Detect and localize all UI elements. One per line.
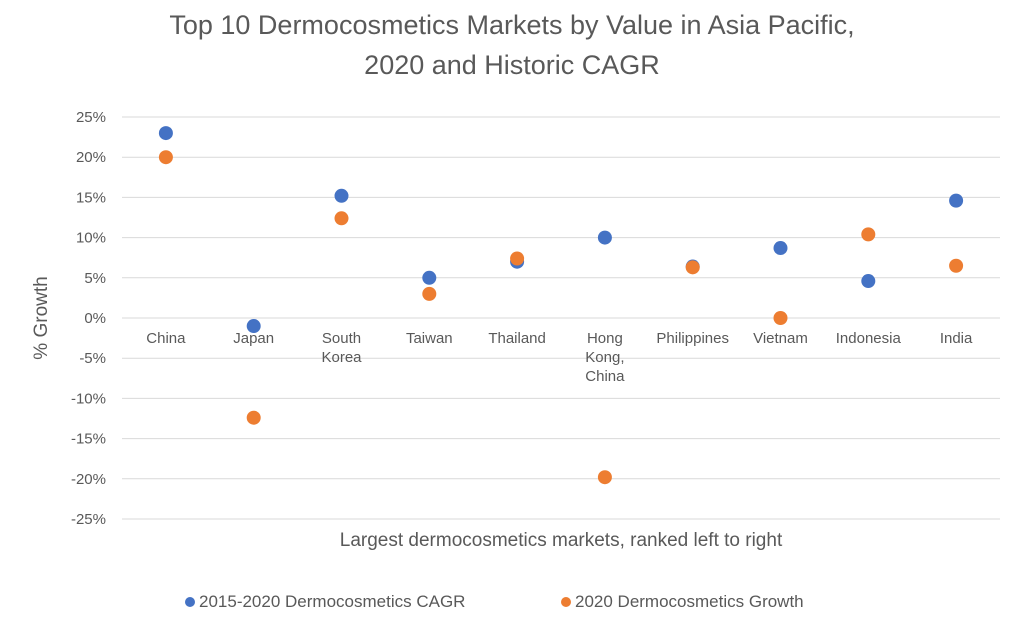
- x-category-label: India: [940, 330, 973, 347]
- chart-subtitle: 2020 and Historic CAGR: [364, 50, 660, 80]
- y-tick-label: 15%: [76, 189, 106, 206]
- x-category-label: China: [146, 330, 186, 347]
- cagr-point: [422, 270, 437, 285]
- x-category-label: Hong Kong, China: [585, 330, 625, 385]
- data-points: [158, 126, 964, 485]
- growth-point: [861, 227, 876, 242]
- cagr-point: [773, 241, 788, 256]
- growth-point: [597, 470, 612, 485]
- growth-point: [949, 258, 964, 273]
- x-axis-categories: China Japan South Korea Taiwan Thailand Hong Ko…: [146, 330, 973, 385]
- cagr-point: [246, 319, 261, 334]
- legend-marker-cagr: [185, 597, 195, 607]
- growth-point: [246, 410, 261, 425]
- x-category-label: Thailand: [488, 330, 546, 347]
- y-tick-label: 25%: [76, 109, 106, 126]
- legend: 2015-2020 Dermocosmetics CAGR 2020 Dermo…: [185, 592, 804, 611]
- y-axis-ticks: 25% 20% 15% 10% 5% 0% -5% -10% -15% -20% -25%: [71, 109, 106, 528]
- growth-point: [685, 260, 700, 275]
- x-category-label: Philippines: [656, 330, 729, 347]
- x-category-label: Taiwan: [406, 330, 453, 347]
- gridlines: [122, 116, 1000, 520]
- y-axis-title: % Growth: [31, 276, 52, 359]
- legend-marker-growth: [561, 597, 571, 607]
- x-category-label: Japan: [233, 330, 274, 347]
- growth-point: [334, 211, 349, 226]
- y-tick-label: -5%: [79, 350, 106, 367]
- growth-point: [773, 311, 788, 325]
- growth-point: [510, 251, 525, 266]
- cagr-point: [949, 193, 964, 208]
- cagr-point: [158, 126, 173, 141]
- legend-label-cagr: 2015-2020 Dermocosmetics CAGR: [199, 592, 465, 611]
- y-tick-label: 10%: [76, 230, 106, 247]
- y-tick-label: 20%: [76, 149, 106, 166]
- growth-point: [158, 150, 173, 165]
- growth-point: [422, 286, 437, 301]
- cagr-point: [334, 188, 349, 203]
- y-tick-label: -25%: [71, 511, 106, 528]
- x-category-label: South Korea: [321, 330, 362, 366]
- chart-title: Top 10 Dermocosmetics Markets by Value i…: [169, 10, 854, 40]
- x-axis-title: Largest dermocosmetics markets, ranked l…: [340, 530, 783, 551]
- y-tick-label: -20%: [71, 471, 106, 488]
- y-tick-label: 5%: [84, 270, 106, 287]
- y-tick-label: -10%: [71, 390, 106, 407]
- legend-label-growth: 2020 Dermocosmetics Growth: [575, 592, 804, 611]
- cagr-point: [597, 230, 612, 245]
- x-category-label: Vietnam: [753, 330, 808, 347]
- y-tick-label: -15%: [71, 431, 106, 448]
- cagr-point: [861, 274, 876, 289]
- x-category-label: Indonesia: [836, 330, 902, 347]
- y-tick-label: 0%: [84, 310, 106, 327]
